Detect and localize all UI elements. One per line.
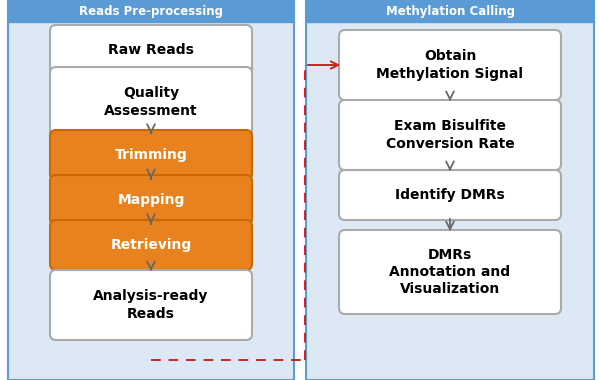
FancyBboxPatch shape xyxy=(50,270,252,340)
FancyBboxPatch shape xyxy=(50,130,252,180)
FancyBboxPatch shape xyxy=(306,0,594,22)
Text: Exam Bisulfite
Conversion Rate: Exam Bisulfite Conversion Rate xyxy=(386,119,514,150)
FancyBboxPatch shape xyxy=(339,230,561,314)
Text: Raw Reads: Raw Reads xyxy=(108,43,194,57)
Text: Methylation Calling: Methylation Calling xyxy=(386,5,515,17)
FancyBboxPatch shape xyxy=(50,67,252,137)
Text: Analysis-ready
Reads: Analysis-ready Reads xyxy=(94,289,209,321)
Text: DMRs
Annotation and
Visualization: DMRs Annotation and Visualization xyxy=(389,248,511,296)
Text: Mapping: Mapping xyxy=(118,193,185,207)
Text: Obtain
Methylation Signal: Obtain Methylation Signal xyxy=(377,49,523,81)
FancyBboxPatch shape xyxy=(339,30,561,100)
FancyBboxPatch shape xyxy=(50,25,252,75)
Text: Retrieving: Retrieving xyxy=(110,238,191,252)
FancyBboxPatch shape xyxy=(8,0,294,380)
FancyBboxPatch shape xyxy=(8,0,294,22)
FancyBboxPatch shape xyxy=(50,175,252,225)
FancyBboxPatch shape xyxy=(306,0,594,380)
Text: Identify DMRs: Identify DMRs xyxy=(395,188,505,202)
FancyBboxPatch shape xyxy=(50,220,252,270)
Text: Reads Pre-processing: Reads Pre-processing xyxy=(79,5,223,17)
FancyBboxPatch shape xyxy=(339,100,561,170)
Text: Trimming: Trimming xyxy=(115,148,187,162)
Text: Quality
Assessment: Quality Assessment xyxy=(104,86,198,118)
FancyBboxPatch shape xyxy=(339,170,561,220)
